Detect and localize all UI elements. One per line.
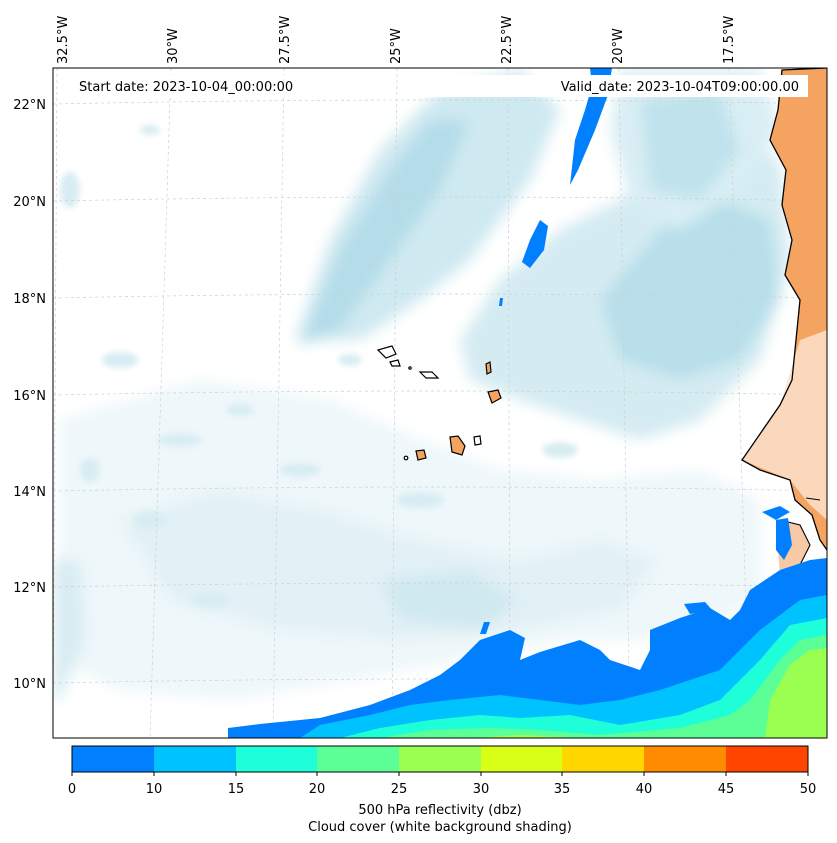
start-date-label: Start date: 2023-10-04_00:00:00 <box>79 80 293 95</box>
lat-label: 16°N <box>13 389 46 404</box>
lat-label: 10°N <box>13 677 46 692</box>
cloud-patches <box>60 125 578 608</box>
lon-label: 25°W <box>389 28 404 64</box>
colorbar: 0 10 15 20 25 30 35 40 45 50 500 hPa ref… <box>68 745 817 835</box>
reflectivity-features <box>228 68 827 738</box>
lat-label: 22°N <box>13 98 46 113</box>
colorbar-tick-label: 50 <box>800 782 817 797</box>
colorbar-swatch <box>481 746 562 772</box>
cloud-cover-shading <box>53 70 790 700</box>
lon-label: 30°W <box>166 28 181 64</box>
lon-label: 32.5°W <box>56 16 71 64</box>
start-date-box: Start date: 2023-10-04_00:00:00 <box>72 75 388 97</box>
lon-label: 27.5°W <box>278 16 293 64</box>
lon-label: 20°W <box>611 28 626 64</box>
colorbar-swatch <box>562 746 644 772</box>
latitude-labels: 22°N 20°N 18°N 16°N 14°N 12°N 10°N <box>13 98 46 692</box>
colorbar-tick-label: 25 <box>391 782 408 797</box>
colorbar-swatch <box>317 746 399 772</box>
colorbar-swatch <box>72 746 154 772</box>
colorbar-tick-label: 40 <box>636 782 653 797</box>
colorbar-title: 500 hPa reflectivity (dbz) <box>358 803 521 818</box>
colorbar-tick-label: 45 <box>718 782 735 797</box>
lat-label: 20°N <box>13 195 46 210</box>
colorbar-swatch <box>399 746 481 772</box>
africa-land <box>741 68 827 576</box>
lat-label: 18°N <box>13 292 46 307</box>
colorbar-swatch <box>644 746 726 772</box>
lon-label: 22.5°W <box>500 16 515 64</box>
colorbar-swatch <box>154 746 236 772</box>
map-panel: Start date: 2023-10-04_00:00:00 Valid_da… <box>53 68 827 738</box>
colorbar-tick-label: 30 <box>473 782 490 797</box>
lat-label: 14°N <box>13 485 46 500</box>
colorbar-tick-label: 0 <box>68 782 76 797</box>
colorbar-swatch <box>236 746 317 772</box>
colorbar-ticks <box>71 772 809 776</box>
colorbar-frame <box>71 745 809 773</box>
colorbar-tick-label: 35 <box>554 782 571 797</box>
lat-label: 12°N <box>13 581 46 596</box>
colorbar-subtitle: Cloud cover (white background shading) <box>308 820 572 835</box>
valid-date-label: Valid_date: 2023-10-04T09:00:00.00 <box>561 80 799 95</box>
map-frame <box>52 67 828 739</box>
valid-date-box: Valid_date: 2023-10-04T09:00:00.00 <box>400 75 808 97</box>
colorbar-tick-label: 10 <box>146 782 163 797</box>
colorbar-swatch <box>726 746 808 772</box>
colorbar-tick-label: 15 <box>228 782 245 797</box>
lon-label: 17.5°W <box>722 16 737 64</box>
longitude-labels: 32.5°W 30°W 27.5°W 25°W 22.5°W 20°W 17.5… <box>56 16 737 64</box>
cape-verde-islands <box>376 345 502 461</box>
colorbar-tick-label: 20 <box>309 782 326 797</box>
